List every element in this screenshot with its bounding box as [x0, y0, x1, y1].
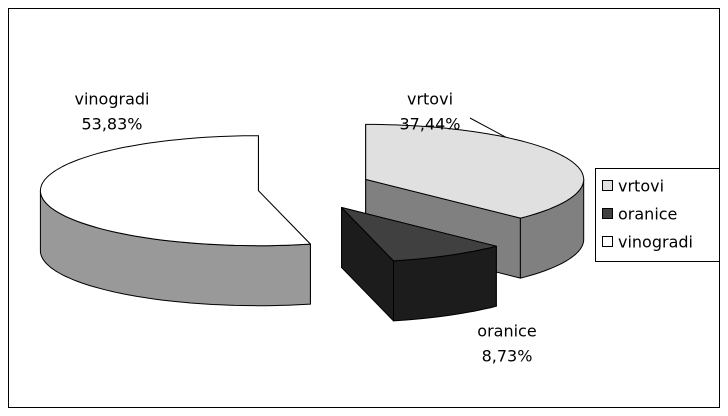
slice-top: [39, 135, 311, 247]
data-label-value: 53,83%: [81, 115, 142, 134]
legend-label: oranice: [618, 205, 677, 224]
legend-label: vinogradi: [618, 233, 693, 252]
data-label-value: 37,44%: [399, 115, 460, 134]
pie: [39, 123, 585, 322]
data-label-name: vinogradi: [75, 90, 150, 109]
pie-slice: [341, 207, 497, 322]
legend-swatch: [602, 208, 613, 219]
legend-swatch: [602, 236, 613, 247]
pie-slice: [39, 135, 311, 307]
data-label-value: 8,73%: [482, 347, 533, 366]
slice-top: [365, 123, 585, 219]
legend-swatch: [602, 180, 613, 191]
slice-top: [341, 207, 497, 262]
pie-slice: [365, 123, 585, 279]
data-label-name: oranice: [477, 322, 536, 341]
legend-label: vrtovi: [618, 177, 664, 196]
legend: [595, 168, 720, 262]
data-label-name: vrtovi: [407, 90, 453, 109]
